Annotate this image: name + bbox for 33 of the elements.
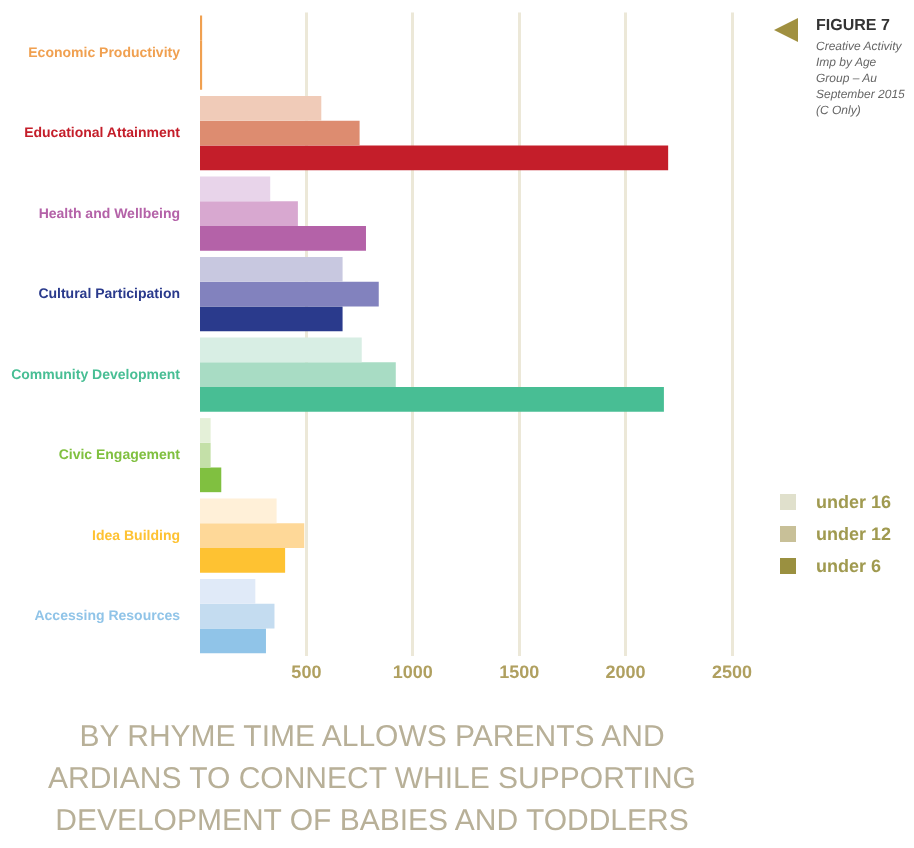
- bar: [200, 442, 211, 468]
- bar: [200, 386, 664, 412]
- legend-label: under 16: [816, 492, 892, 512]
- text: under 12: [816, 524, 892, 544]
- x-tick-label: 500: [291, 662, 322, 683]
- bar: [200, 145, 669, 171]
- text: DEVELOPMENT OF BABIES AND TODDLERS: [53, 802, 691, 842]
- bar: [200, 362, 396, 387]
- bar: [200, 337, 362, 363]
- text: ARDIANS TO CONNECT WHILE SUPPORTING: [46, 760, 698, 800]
- bar: [200, 579, 256, 604]
- bar: [200, 281, 379, 307]
- x-tick-label: 2000: [605, 662, 646, 683]
- bar: [200, 628, 266, 654]
- bar: [200, 547, 286, 573]
- bar: [200, 120, 360, 146]
- bar: [200, 96, 322, 121]
- bar: [200, 257, 343, 282]
- x-tick-label: 2500: [711, 662, 753, 683]
- bar: [200, 498, 277, 524]
- text: under 6: [816, 556, 882, 576]
- bar: [200, 523, 305, 548]
- text: FIGURE 7: [816, 16, 890, 34]
- bar: [200, 467, 222, 493]
- bar: [200, 225, 366, 251]
- bar: [200, 418, 211, 443]
- x-tick-label: 1000: [392, 662, 433, 683]
- bar: [200, 306, 343, 332]
- bar: [200, 176, 271, 202]
- bar: [200, 603, 275, 629]
- bar: [200, 201, 298, 226]
- text: BY RHYME TIME ALLOWS PARENTS AND: [77, 718, 667, 758]
- x-tick-label: 1500: [499, 662, 540, 683]
